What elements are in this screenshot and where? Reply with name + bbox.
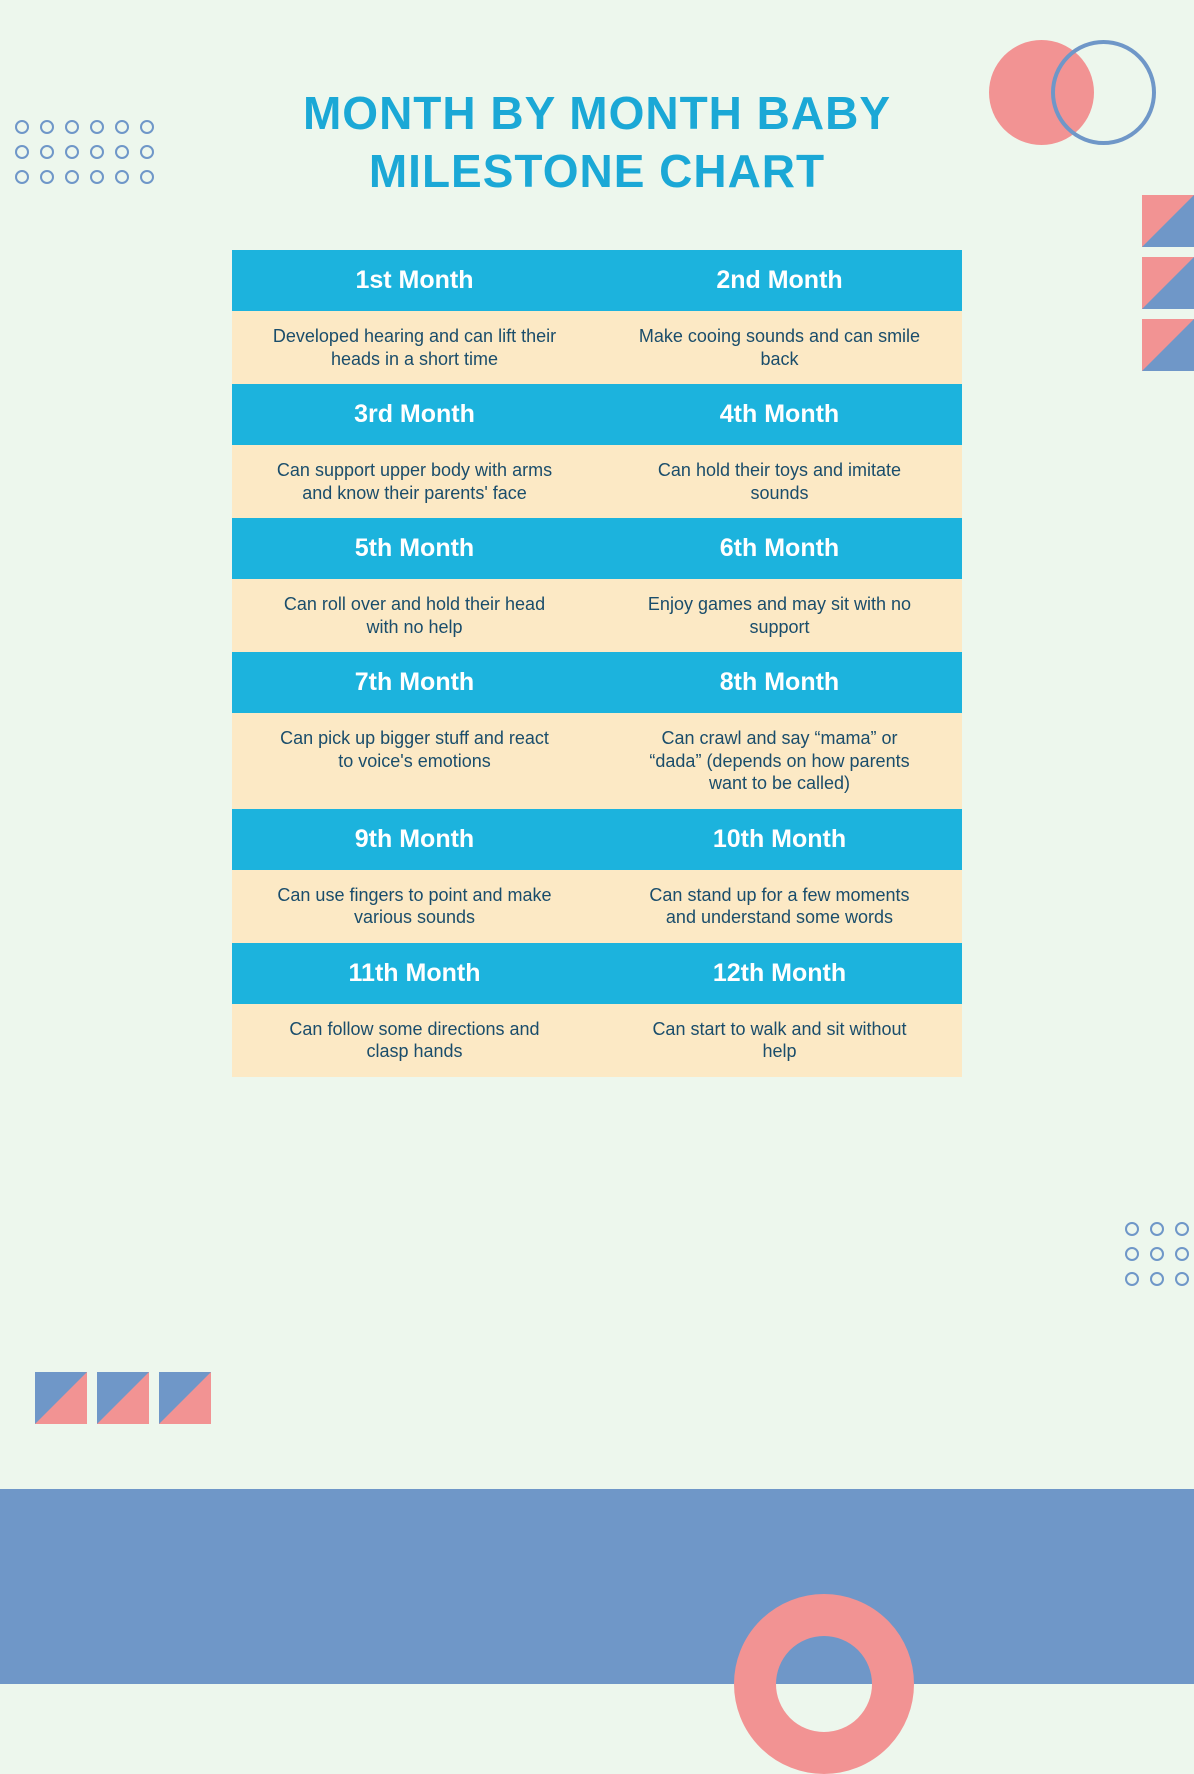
month-header: 10th Month <box>597 809 962 870</box>
month-header: 12th Month <box>597 943 962 1004</box>
dot-icon <box>1175 1272 1189 1286</box>
month-desc: Can stand up for a few moments and under… <box>597 870 962 943</box>
dot-icon <box>1150 1272 1164 1286</box>
decor-donut-icon <box>734 1594 914 1774</box>
month-desc: Make cooing sounds and can smile back <box>597 311 962 384</box>
triangle-tile-icon <box>97 1372 149 1424</box>
table-row: Can use fingers to point and make variou… <box>232 870 962 943</box>
dot-icon <box>1125 1247 1139 1261</box>
decor-triangle-stack-right <box>1142 195 1194 371</box>
dot-icon <box>1125 1222 1139 1236</box>
month-header: 7th Month <box>232 652 597 713</box>
decor-triangle-row-bottom-left <box>35 1372 211 1424</box>
month-desc: Enjoy games and may sit with no support <box>597 579 962 652</box>
dot-icon <box>1175 1222 1189 1236</box>
table-row: Can roll over and hold their head with n… <box>232 579 962 652</box>
month-desc: Can start to walk and sit without help <box>597 1004 962 1077</box>
triangle-tile-icon <box>159 1372 211 1424</box>
month-header: 2nd Month <box>597 250 962 311</box>
month-header: 9th Month <box>232 809 597 870</box>
month-desc: Can pick up bigger stuff and react to vo… <box>232 713 597 809</box>
dot-icon <box>1175 1247 1189 1261</box>
triangle-tile-icon <box>1142 319 1194 371</box>
triangle-tile-icon <box>1142 195 1194 247</box>
month-header: 8th Month <box>597 652 962 713</box>
table-row: Can follow some directions and clasp han… <box>232 1004 962 1077</box>
page-title: MONTH BY MONTH BABY MILESTONE CHART <box>0 0 1194 200</box>
month-header: 5th Month <box>232 518 597 579</box>
dot-icon <box>1150 1247 1164 1261</box>
month-header: 1st Month <box>232 250 597 311</box>
dot-icon <box>1125 1272 1139 1286</box>
table-header-row: 5th Month 6th Month <box>232 518 962 579</box>
month-desc: Can support upper body with arms and kno… <box>232 445 597 518</box>
table-header-row: 1st Month 2nd Month <box>232 250 962 311</box>
milestone-table: 1st Month 2nd Month Developed hearing an… <box>232 250 962 1077</box>
triangle-tile-icon <box>35 1372 87 1424</box>
table-row: Can pick up bigger stuff and react to vo… <box>232 713 962 809</box>
month-desc: Can follow some directions and clasp han… <box>232 1004 597 1077</box>
month-desc: Developed hearing and can lift their hea… <box>232 311 597 384</box>
month-desc: Can hold their toys and imitate sounds <box>597 445 962 518</box>
month-header: 11th Month <box>232 943 597 1004</box>
month-desc: Can use fingers to point and make variou… <box>232 870 597 943</box>
table-row: Developed hearing and can lift their hea… <box>232 311 962 384</box>
month-header: 6th Month <box>597 518 962 579</box>
triangle-tile-icon <box>1142 257 1194 309</box>
title-line-1: MONTH BY MONTH BABY <box>303 87 891 139</box>
month-desc: Can crawl and say “mama” or “dada” (depe… <box>597 713 962 809</box>
decor-dot-grid-bottom-right <box>1125 1222 1194 1286</box>
month-header: 4th Month <box>597 384 962 445</box>
title-line-2: MILESTONE CHART <box>369 145 825 197</box>
month-header: 3rd Month <box>232 384 597 445</box>
dot-icon <box>1150 1222 1164 1236</box>
table-header-row: 9th Month 10th Month <box>232 809 962 870</box>
month-desc: Can roll over and hold their head with n… <box>232 579 597 652</box>
table-header-row: 3rd Month 4th Month <box>232 384 962 445</box>
decor-footer-band <box>0 1489 1194 1684</box>
table-header-row: 11th Month 12th Month <box>232 943 962 1004</box>
table-row: Can support upper body with arms and kno… <box>232 445 962 518</box>
table-header-row: 7th Month 8th Month <box>232 652 962 713</box>
